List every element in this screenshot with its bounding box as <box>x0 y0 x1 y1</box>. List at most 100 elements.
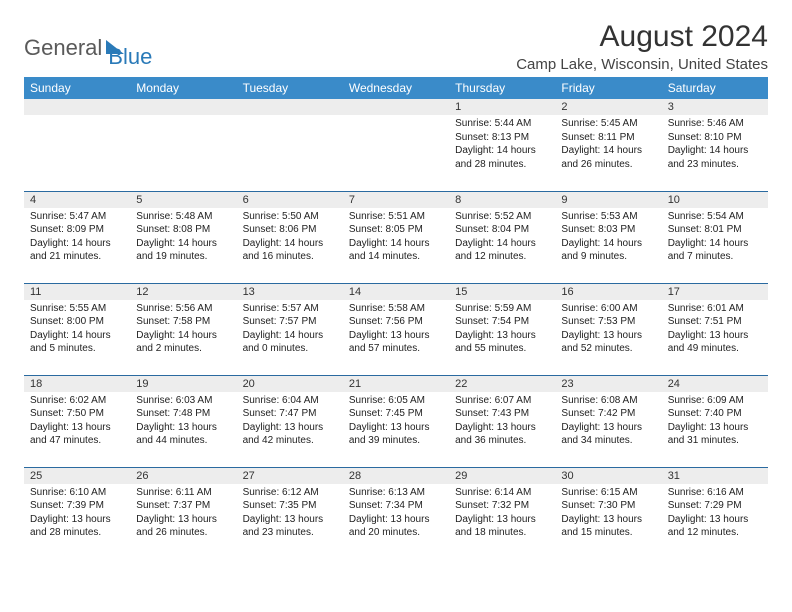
day-number: 9 <box>555 192 661 208</box>
sunset-text: Sunset: 7:35 PM <box>243 499 337 513</box>
daylight-text: Daylight: 13 hours and 57 minutes. <box>349 329 443 356</box>
calendar-day-cell: 30Sunrise: 6:15 AMSunset: 7:30 PMDayligh… <box>555 467 661 559</box>
daylight-text: Daylight: 14 hours and 28 minutes. <box>455 144 549 171</box>
sunrise-text: Sunrise: 6:02 AM <box>30 394 124 408</box>
daylight-text: Daylight: 14 hours and 2 minutes. <box>136 329 230 356</box>
sunrise-text: Sunrise: 6:13 AM <box>349 486 443 500</box>
location-subtitle: Camp Lake, Wisconsin, United States <box>516 56 768 73</box>
calendar-day-cell: 11Sunrise: 5:55 AMSunset: 8:00 PMDayligh… <box>24 283 130 375</box>
sunrise-text: Sunrise: 5:57 AM <box>243 302 337 316</box>
weekday-header: Thursday <box>449 77 555 99</box>
day-details: Sunrise: 6:13 AMSunset: 7:34 PMDaylight:… <box>343 484 449 544</box>
day-details: Sunrise: 5:52 AMSunset: 8:04 PMDaylight:… <box>449 208 555 268</box>
day-details: Sunrise: 5:56 AMSunset: 7:58 PMDaylight:… <box>130 300 236 360</box>
calendar-week-row: 4Sunrise: 5:47 AMSunset: 8:09 PMDaylight… <box>24 191 768 283</box>
calendar-day-cell <box>130 99 236 191</box>
calendar-day-cell: 25Sunrise: 6:10 AMSunset: 7:39 PMDayligh… <box>24 467 130 559</box>
sunrise-text: Sunrise: 5:48 AM <box>136 210 230 224</box>
calendar-day-cell: 19Sunrise: 6:03 AMSunset: 7:48 PMDayligh… <box>130 375 236 467</box>
day-details: Sunrise: 6:11 AMSunset: 7:37 PMDaylight:… <box>130 484 236 544</box>
daylight-text: Daylight: 13 hours and 44 minutes. <box>136 421 230 448</box>
calendar-day-cell: 28Sunrise: 6:13 AMSunset: 7:34 PMDayligh… <box>343 467 449 559</box>
sunrise-text: Sunrise: 5:55 AM <box>30 302 124 316</box>
sunset-text: Sunset: 7:47 PM <box>243 407 337 421</box>
daylight-text: Daylight: 14 hours and 12 minutes. <box>455 237 549 264</box>
day-details: Sunrise: 6:08 AMSunset: 7:42 PMDaylight:… <box>555 392 661 452</box>
day-number: 22 <box>449 376 555 392</box>
calendar-day-cell: 21Sunrise: 6:05 AMSunset: 7:45 PMDayligh… <box>343 375 449 467</box>
day-number: 12 <box>130 284 236 300</box>
sunrise-text: Sunrise: 6:12 AM <box>243 486 337 500</box>
logo: General Blue <box>24 20 152 70</box>
month-title: August 2024 <box>516 20 768 54</box>
daylight-text: Daylight: 13 hours and 31 minutes. <box>668 421 762 448</box>
calendar-day-cell: 12Sunrise: 5:56 AMSunset: 7:58 PMDayligh… <box>130 283 236 375</box>
daylight-text: Daylight: 13 hours and 26 minutes. <box>136 513 230 540</box>
calendar-day-cell: 7Sunrise: 5:51 AMSunset: 8:05 PMDaylight… <box>343 191 449 283</box>
day-details <box>130 115 236 121</box>
sunrise-text: Sunrise: 5:53 AM <box>561 210 655 224</box>
sunset-text: Sunset: 7:58 PM <box>136 315 230 329</box>
calendar-day-cell: 26Sunrise: 6:11 AMSunset: 7:37 PMDayligh… <box>130 467 236 559</box>
daylight-text: Daylight: 13 hours and 23 minutes. <box>243 513 337 540</box>
calendar-body: 1Sunrise: 5:44 AMSunset: 8:13 PMDaylight… <box>24 99 768 559</box>
sunset-text: Sunset: 7:30 PM <box>561 499 655 513</box>
calendar-day-cell: 29Sunrise: 6:14 AMSunset: 7:32 PMDayligh… <box>449 467 555 559</box>
sunset-text: Sunset: 8:13 PM <box>455 131 549 145</box>
day-number: 3 <box>662 99 768 115</box>
weekday-header: Monday <box>130 77 236 99</box>
daylight-text: Daylight: 13 hours and 20 minutes. <box>349 513 443 540</box>
daylight-text: Daylight: 13 hours and 18 minutes. <box>455 513 549 540</box>
day-number: 31 <box>662 468 768 484</box>
calendar-week-row: 25Sunrise: 6:10 AMSunset: 7:39 PMDayligh… <box>24 467 768 559</box>
daylight-text: Daylight: 14 hours and 7 minutes. <box>668 237 762 264</box>
sunrise-text: Sunrise: 6:05 AM <box>349 394 443 408</box>
calendar-day-cell: 10Sunrise: 5:54 AMSunset: 8:01 PMDayligh… <box>662 191 768 283</box>
day-details: Sunrise: 5:53 AMSunset: 8:03 PMDaylight:… <box>555 208 661 268</box>
day-number: 1 <box>449 99 555 115</box>
day-number: 30 <box>555 468 661 484</box>
daylight-text: Daylight: 14 hours and 23 minutes. <box>668 144 762 171</box>
day-details: Sunrise: 6:15 AMSunset: 7:30 PMDaylight:… <box>555 484 661 544</box>
title-block: August 2024 Camp Lake, Wisconsin, United… <box>516 20 768 73</box>
sunrise-text: Sunrise: 6:15 AM <box>561 486 655 500</box>
daylight-text: Daylight: 13 hours and 36 minutes. <box>455 421 549 448</box>
day-details: Sunrise: 6:10 AMSunset: 7:39 PMDaylight:… <box>24 484 130 544</box>
calendar-day-cell: 18Sunrise: 6:02 AMSunset: 7:50 PMDayligh… <box>24 375 130 467</box>
sunrise-text: Sunrise: 5:51 AM <box>349 210 443 224</box>
calendar-table: Sunday Monday Tuesday Wednesday Thursday… <box>24 77 768 559</box>
day-details <box>343 115 449 121</box>
weekday-header: Sunday <box>24 77 130 99</box>
sunrise-text: Sunrise: 5:59 AM <box>455 302 549 316</box>
calendar-day-cell: 23Sunrise: 6:08 AMSunset: 7:42 PMDayligh… <box>555 375 661 467</box>
day-number: 28 <box>343 468 449 484</box>
calendar-day-cell: 6Sunrise: 5:50 AMSunset: 8:06 PMDaylight… <box>237 191 343 283</box>
calendar-day-cell: 16Sunrise: 6:00 AMSunset: 7:53 PMDayligh… <box>555 283 661 375</box>
sunrise-text: Sunrise: 5:54 AM <box>668 210 762 224</box>
weekday-header: Saturday <box>662 77 768 99</box>
calendar-day-cell: 31Sunrise: 6:16 AMSunset: 7:29 PMDayligh… <box>662 467 768 559</box>
sunset-text: Sunset: 7:56 PM <box>349 315 443 329</box>
sunrise-text: Sunrise: 6:09 AM <box>668 394 762 408</box>
calendar-day-cell <box>237 99 343 191</box>
day-number <box>343 99 449 115</box>
sunrise-text: Sunrise: 5:44 AM <box>455 117 549 131</box>
sunrise-text: Sunrise: 5:47 AM <box>30 210 124 224</box>
calendar-day-cell: 17Sunrise: 6:01 AMSunset: 7:51 PMDayligh… <box>662 283 768 375</box>
sunrise-text: Sunrise: 5:56 AM <box>136 302 230 316</box>
calendar-week-row: 11Sunrise: 5:55 AMSunset: 8:00 PMDayligh… <box>24 283 768 375</box>
day-number: 18 <box>24 376 130 392</box>
logo-text-2: Blue <box>108 26 152 70</box>
sunset-text: Sunset: 8:00 PM <box>30 315 124 329</box>
sunset-text: Sunset: 8:08 PM <box>136 223 230 237</box>
day-number: 16 <box>555 284 661 300</box>
daylight-text: Daylight: 13 hours and 55 minutes. <box>455 329 549 356</box>
day-number: 24 <box>662 376 768 392</box>
page-header: General Blue August 2024 Camp Lake, Wisc… <box>24 20 768 73</box>
sunrise-text: Sunrise: 5:45 AM <box>561 117 655 131</box>
calendar-day-cell: 13Sunrise: 5:57 AMSunset: 7:57 PMDayligh… <box>237 283 343 375</box>
daylight-text: Daylight: 13 hours and 12 minutes. <box>668 513 762 540</box>
day-details: Sunrise: 5:51 AMSunset: 8:05 PMDaylight:… <box>343 208 449 268</box>
calendar-day-cell: 14Sunrise: 5:58 AMSunset: 7:56 PMDayligh… <box>343 283 449 375</box>
day-details <box>24 115 130 121</box>
